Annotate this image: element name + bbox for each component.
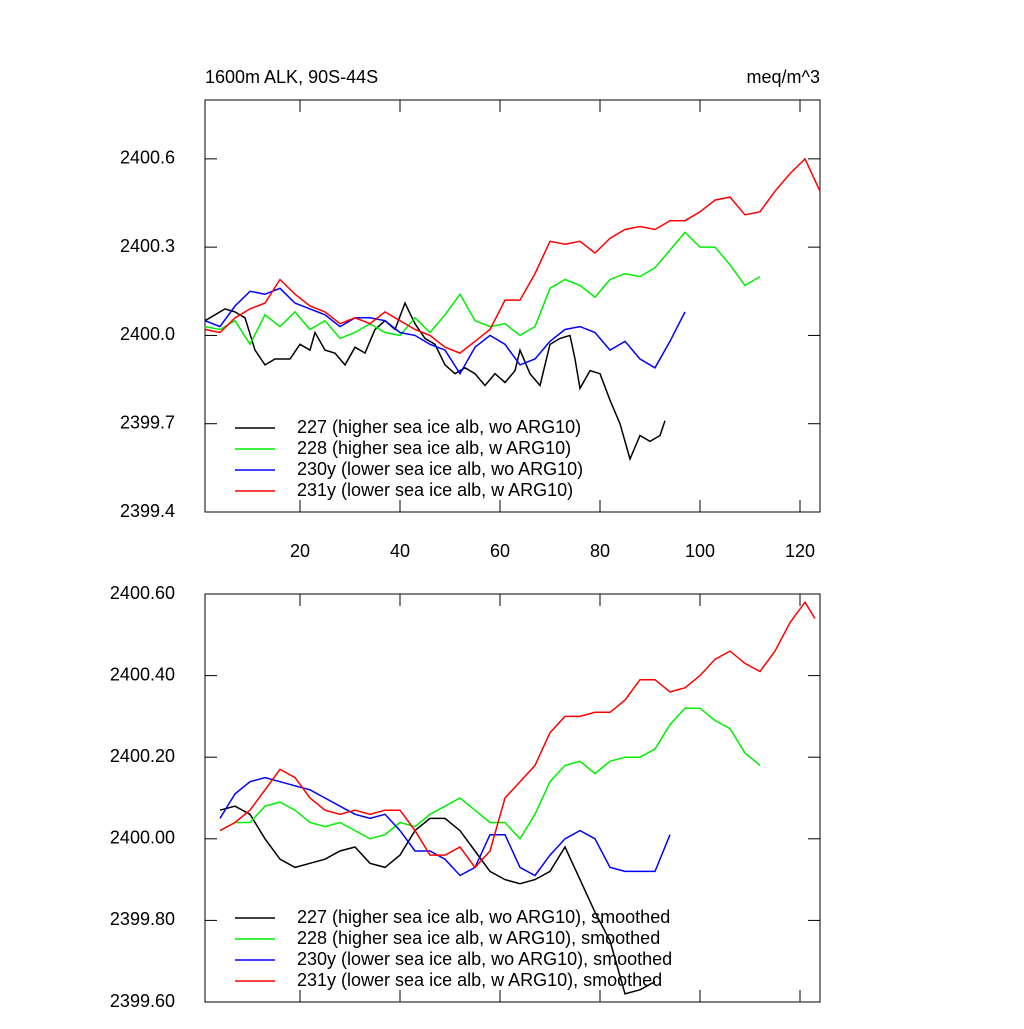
data-line	[219, 776, 671, 877]
legend-label: 231y (lower sea ice alb, w ARG10), smoot…	[297, 970, 662, 990]
legend-label: 231y (lower sea ice alb, w ARG10)	[297, 480, 573, 500]
data-line	[219, 600, 816, 869]
y-tick-label: 2400.00	[110, 828, 175, 848]
legend-label: 230y (lower sea ice alb, wo ARG10)	[297, 459, 583, 479]
y-tick-label: 2399.4	[120, 501, 175, 521]
y-tick-label: 2400.6	[120, 148, 175, 168]
y-tick-label: 2400.3	[120, 236, 175, 256]
legend-label: 228 (higher sea ice alb, w ARG10)	[297, 438, 571, 458]
y-tick-label: 2400.40	[110, 664, 175, 684]
data-line	[204, 287, 686, 376]
x-tick-label: 20	[290, 541, 310, 561]
units-label: meq/m^3	[747, 67, 820, 87]
y-tick-label: 2399.80	[110, 909, 175, 929]
legend-label: 227 (higher sea ice alb, wo ARG10), smoo…	[297, 907, 670, 927]
y-tick-label: 2400.60	[110, 583, 175, 603]
y-tick-label: 2399.60	[110, 991, 175, 1011]
data-line	[204, 231, 761, 346]
y-tick-label: 2400.0	[120, 324, 175, 344]
plot-frame	[204, 99, 821, 513]
y-tick-label: 2400.20	[110, 746, 175, 766]
chart-title: 1600m ALK, 90S-44S	[205, 67, 378, 87]
data-line	[219, 805, 656, 995]
legend-label: 230y (lower sea ice alb, wo ARG10), smoo…	[297, 949, 672, 969]
x-tick-label: 60	[490, 541, 510, 561]
y-tick-label: 2399.7	[120, 412, 175, 432]
x-tick-label: 120	[785, 541, 815, 561]
data-line	[204, 301, 666, 462]
data-line	[219, 707, 761, 841]
x-tick-label: 40	[390, 541, 410, 561]
plot-frame	[204, 593, 821, 1003]
data-line	[204, 157, 821, 354]
x-tick-label: 80	[590, 541, 610, 561]
legend-label: 228 (higher sea ice alb, w ARG10), smoot…	[297, 928, 660, 948]
legend-label: 227 (higher sea ice alb, wo ARG10)	[297, 417, 581, 437]
x-tick-label: 100	[685, 541, 715, 561]
